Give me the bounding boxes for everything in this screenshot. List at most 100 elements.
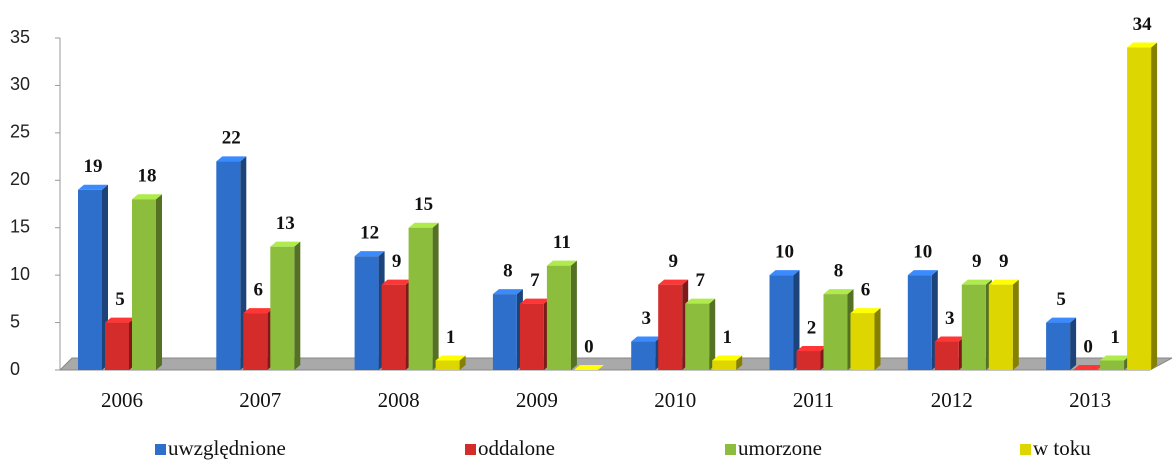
value-label: 10 [775, 242, 794, 263]
bar [631, 341, 656, 370]
bar-top [243, 308, 274, 314]
y-tick-label: 15 [10, 216, 30, 236]
bar-top [988, 279, 1019, 285]
bar-side [432, 222, 439, 370]
value-label: 7 [695, 270, 705, 291]
bar [796, 351, 821, 370]
bar [408, 227, 433, 370]
bar [435, 360, 460, 370]
value-label: 1 [446, 327, 456, 348]
value-label: 6 [861, 279, 871, 300]
legend-swatch [155, 444, 166, 455]
legend-label: umorzone [738, 436, 822, 460]
bar-top [1073, 365, 1104, 370]
bar [1046, 322, 1071, 370]
bar [1100, 360, 1125, 370]
y-tick-label: 25 [10, 122, 30, 142]
bar-side [736, 355, 743, 370]
value-label: 9 [668, 251, 678, 272]
bar [1127, 47, 1152, 370]
legend-swatch [465, 444, 476, 455]
bar-top [435, 355, 466, 361]
y-tick-label: 5 [10, 311, 20, 331]
bar-top [907, 270, 938, 276]
value-label: 15 [414, 194, 433, 215]
bar-top [354, 251, 385, 257]
value-label: 11 [553, 232, 571, 253]
bar-side [459, 355, 466, 370]
y-tick-label: 0 [10, 359, 20, 379]
y-tick-label: 20 [10, 169, 30, 189]
value-label: 34 [1133, 14, 1153, 35]
bar-side [294, 241, 301, 370]
legend-swatch [725, 444, 736, 455]
bar [685, 303, 710, 370]
x-tick-label: 2008 [378, 388, 420, 412]
bar [270, 246, 295, 370]
bar-top [685, 298, 716, 304]
bar-top [658, 279, 689, 285]
bar [78, 189, 102, 370]
bar-top [796, 346, 827, 352]
bar-top [769, 270, 800, 276]
bar [354, 256, 379, 370]
bar-side [793, 270, 800, 370]
bar [105, 322, 129, 370]
value-label: 8 [834, 260, 844, 281]
value-label: 6 [254, 279, 264, 300]
value-label: 18 [138, 166, 157, 187]
bar-top [850, 308, 881, 314]
bar [243, 313, 268, 370]
bar [492, 294, 517, 370]
value-label: 9 [972, 251, 982, 272]
bar-side [1012, 279, 1019, 370]
bar-top [492, 289, 523, 295]
value-label: 12 [360, 223, 379, 244]
bar-side [570, 260, 577, 370]
bar [381, 284, 406, 370]
value-label: 2 [807, 317, 817, 338]
bar [216, 161, 241, 370]
value-label: 3 [641, 308, 651, 329]
value-label: 7 [530, 270, 540, 291]
value-label: 13 [276, 213, 295, 234]
bar [988, 284, 1013, 370]
value-label: 22 [222, 128, 241, 149]
x-tick-label: 2006 [101, 388, 143, 412]
bar [546, 265, 571, 370]
bar-side [874, 308, 881, 370]
bar [934, 341, 959, 370]
bar [712, 360, 737, 370]
bar-top [712, 355, 743, 361]
bar [132, 199, 156, 370]
bar-top [381, 279, 412, 285]
value-label: 3 [945, 308, 955, 329]
y-tick-label: 10 [10, 264, 30, 284]
y-tick-label: 30 [10, 74, 30, 94]
bar [850, 313, 875, 370]
x-tick-label: 2011 [793, 388, 834, 412]
y-tick-label: 35 [10, 27, 30, 47]
x-tick-label: 2007 [239, 388, 281, 412]
bar-side [1070, 317, 1077, 370]
legend-label: uwzględnione [168, 436, 286, 460]
value-label: 1 [722, 327, 732, 348]
x-tick-label: 2012 [931, 388, 973, 412]
value-label: 9 [392, 251, 402, 272]
bar-top [961, 279, 992, 285]
value-label: 0 [1083, 336, 1093, 357]
bar [961, 284, 986, 370]
value-label: 8 [503, 260, 513, 281]
bar [823, 294, 848, 370]
bar-top [573, 365, 604, 370]
bar-top [216, 156, 247, 162]
legend-swatch [1020, 444, 1031, 455]
value-label: 9 [999, 251, 1009, 272]
bar-top [546, 260, 577, 266]
x-tick-label: 2010 [654, 388, 696, 412]
bar-side [156, 194, 162, 370]
bar-top [408, 222, 439, 228]
value-label: 10 [913, 242, 932, 263]
value-label: 0 [584, 336, 594, 357]
